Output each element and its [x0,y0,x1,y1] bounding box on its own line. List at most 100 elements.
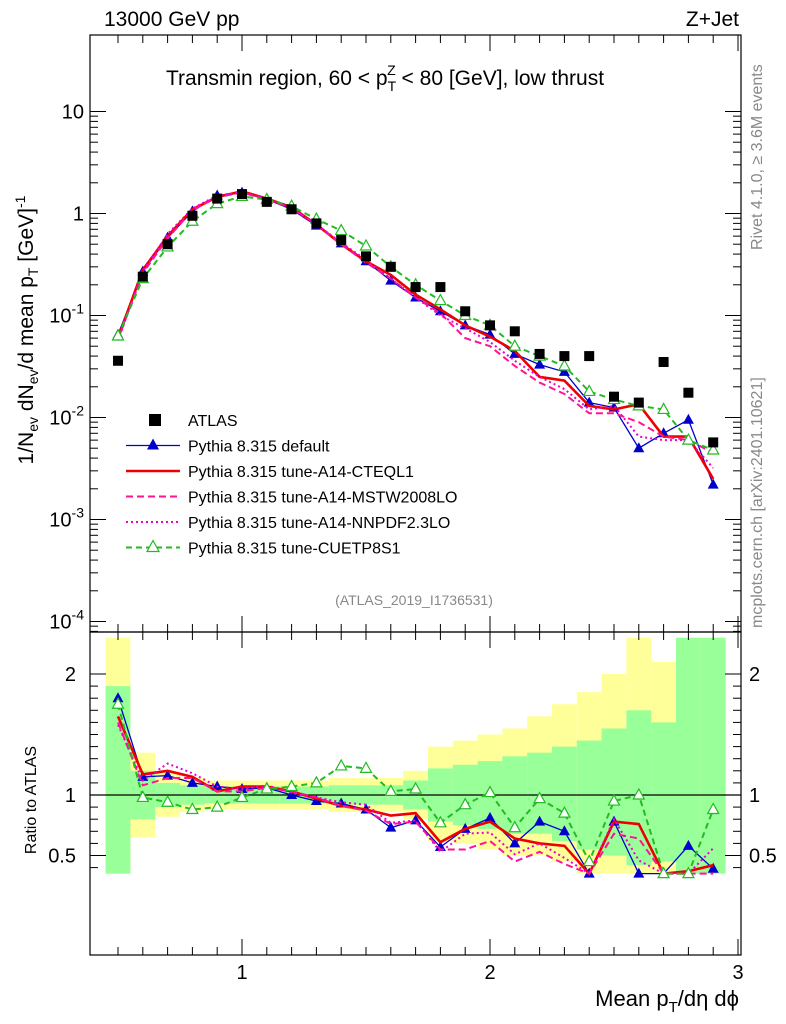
atlas-point [609,391,619,402]
main-ylabel: 1/Nev dNev/d mean pT [GeV]-1 [12,195,41,464]
main-axes: 10 1 10-1 10-2 10-3 10-4 [49,35,741,634]
ratio-point-default [186,776,198,787]
legend-marker-square [149,414,161,426]
ratio-point-cuetp8s1 [334,758,348,771]
ratio-point-cuetp8s1 [136,790,150,803]
main-point-default [633,442,645,453]
ratio-point-default [310,795,322,806]
main-ytick-label: 10-1 [49,301,84,328]
ratio-point-cuetp8s1 [483,785,497,798]
legend: ATLAS Pythia 8.315 default Pythia 8.315 tu… [126,413,457,558]
legend-label: Pythia 8.315 tune-A14-MSTW2008LO [188,490,457,507]
ratio-point-cuetp8s1 [235,790,249,803]
plot-title: Transmin region, 60 < pTZ < 80 [GeV], lo… [166,62,604,94]
atlas-point [361,251,371,262]
legend-label: ATLAS [188,413,238,430]
atlas-point [633,397,644,408]
main-ytick-label: 10-2 [49,403,84,430]
ratio-band-green [651,722,676,862]
ratio-band-green [676,637,701,874]
atlas-point [658,357,669,368]
atlas-point [534,348,545,359]
ratio-point-default [534,815,546,826]
ratio-ylabel: Ratio to ATLAS [23,746,40,854]
atlas-point [485,320,495,331]
legend-marker-triangle [147,438,159,450]
main-ytick-label: 10-3 [49,505,84,532]
ratio-point-cuetp8s1 [111,697,125,709]
ratio-band-green [105,686,131,874]
ratio-series-line-4 [117,724,714,876]
side-label-top: Rivet 4.1.0, ≥ 3.6M events [749,64,766,250]
atlas-point [385,261,396,272]
main-point-cuetp8s1 [706,442,720,455]
ratio-xtick-label: 3 [732,962,743,984]
ratio-point-default [484,811,496,822]
ratio-ytick-label-right: 2 [749,664,760,686]
main-point-cuetp8s1 [557,358,571,371]
main-point-default [534,358,546,369]
ratio-point-default [410,814,422,825]
ratio-band-green [700,637,726,874]
ratio-point-cuetp8s1 [359,761,373,773]
ratio-axes: 0.5 0.5 1 1 2 2 1 2 3 [48,632,777,984]
ratio-point-cuetp8s1 [681,866,695,879]
ratio-point-cuetp8s1 [384,784,398,796]
ratio-point-cuetp8s1 [185,802,199,815]
main-point-cuetp8s1 [681,432,695,445]
ratio-point-cuetp8s1 [285,779,299,792]
main-point-cuetp8s1 [433,293,447,306]
main-point-cuetp8s1 [359,238,373,251]
ratio-point-cuetp8s1 [508,820,522,833]
ratio-point-default [509,837,521,848]
ratio-point-cuetp8s1 [433,815,447,828]
ratio-point-cuetp8s1 [309,775,323,788]
atlas-point [237,189,247,200]
main-ytick-label: 10-4 [49,607,84,634]
atlas-point [311,218,322,229]
ratio-ytick-label-right: 0.5 [749,846,777,868]
main-point-default [558,365,570,376]
main-point-cuetp8s1 [111,328,125,341]
ratio-band-green [552,746,577,841]
ratio-point-cuetp8s1 [409,781,423,794]
atlas-point [559,351,570,362]
ratio-point-default [707,862,719,873]
header-left: 13000 GeV pp [104,8,239,31]
main-point-default [682,413,694,424]
ratio-point-cuetp8s1 [210,799,224,812]
atlas-point [162,239,173,250]
ratio-point-default [633,867,645,878]
main-series-line-5 [117,195,714,451]
atlas-point [113,355,123,366]
ratio-point-cuetp8s1 [632,787,646,800]
ratio-series-line-3 [117,722,714,875]
legend-marker-open-triangle [145,539,161,553]
ratio-ytick-label: 0.5 [48,846,76,868]
ratio-point-cuetp8s1 [607,793,621,806]
legend-label: Pythia 8.315 default [188,439,330,456]
main-series-line-2 [116,189,715,480]
atlas-point [286,204,297,215]
atlas-point [212,193,223,204]
ratio-panel [90,637,741,874]
legend-label: Pythia 8.315 tune-CUETP8S1 [188,541,401,558]
ratio-point-cuetp8s1 [657,866,671,879]
main-ytick-label: 10 [62,102,84,124]
main-ytick-label: 1 [73,204,84,226]
main-point-cuetp8s1 [657,402,671,415]
atlas-point [708,437,719,448]
main-point-cuetp8s1 [334,223,348,236]
ratio-xtick-label: 2 [484,962,495,984]
atlas-point [410,282,421,293]
legend-label: Pythia 8.315 tune-A14-CTEQL1 [188,464,414,481]
ratio-ytick-label: 1 [65,785,76,807]
main-plot-area [111,186,720,489]
atlas-point [187,210,198,221]
ratio-ytick-label: 2 [65,664,76,686]
atlas-point [435,282,446,293]
header-right: Z+Jet [686,8,739,31]
ratio-point-default [286,789,298,799]
atlas-point [336,234,347,245]
